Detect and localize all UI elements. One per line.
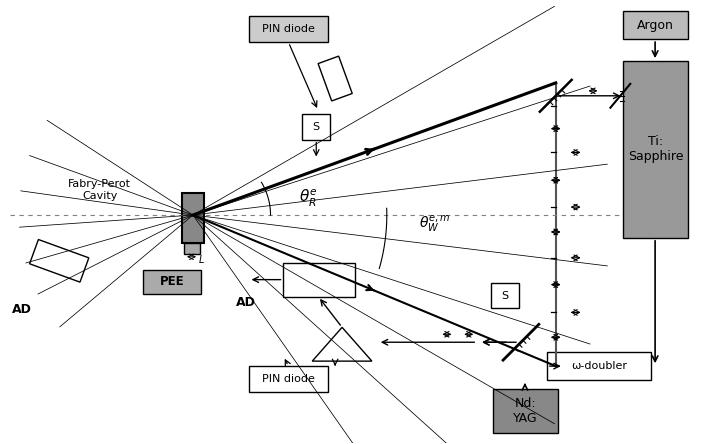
Bar: [143, 270, 201, 293]
Text: PEE: PEE: [160, 275, 185, 288]
Text: $\theta_R^e$: $\theta_R^e$: [299, 188, 318, 209]
Bar: [283, 263, 355, 297]
Bar: [623, 61, 688, 238]
Text: S: S: [313, 122, 320, 131]
Text: S: S: [501, 290, 508, 301]
Text: PIN diode: PIN diode: [262, 24, 315, 34]
Bar: [318, 56, 353, 101]
Text: Argon: Argon: [637, 19, 674, 32]
Bar: [184, 243, 200, 254]
Text: ω-doubler: ω-doubler: [571, 361, 627, 371]
Bar: [30, 239, 88, 282]
Polygon shape: [312, 327, 372, 361]
Bar: [491, 283, 519, 309]
Text: L: L: [198, 255, 204, 265]
Text: Nd:
YAG: Nd: YAG: [513, 397, 538, 425]
Text: Ti:
Sapphire: Ti: Sapphire: [628, 135, 683, 163]
Bar: [302, 114, 330, 139]
Bar: [182, 193, 204, 243]
Bar: [623, 12, 688, 39]
Bar: [249, 366, 329, 392]
Text: $\theta_W^{e,m}$: $\theta_W^{e,m}$: [419, 214, 450, 234]
Text: Fabry-Perot
Cavity: Fabry-Perot Cavity: [68, 179, 131, 201]
Bar: [493, 389, 558, 432]
Text: AD: AD: [12, 303, 32, 316]
Bar: [547, 352, 651, 380]
Text: AD: AD: [236, 296, 256, 309]
Text: PIN diode: PIN diode: [262, 374, 315, 384]
Bar: [249, 16, 329, 42]
